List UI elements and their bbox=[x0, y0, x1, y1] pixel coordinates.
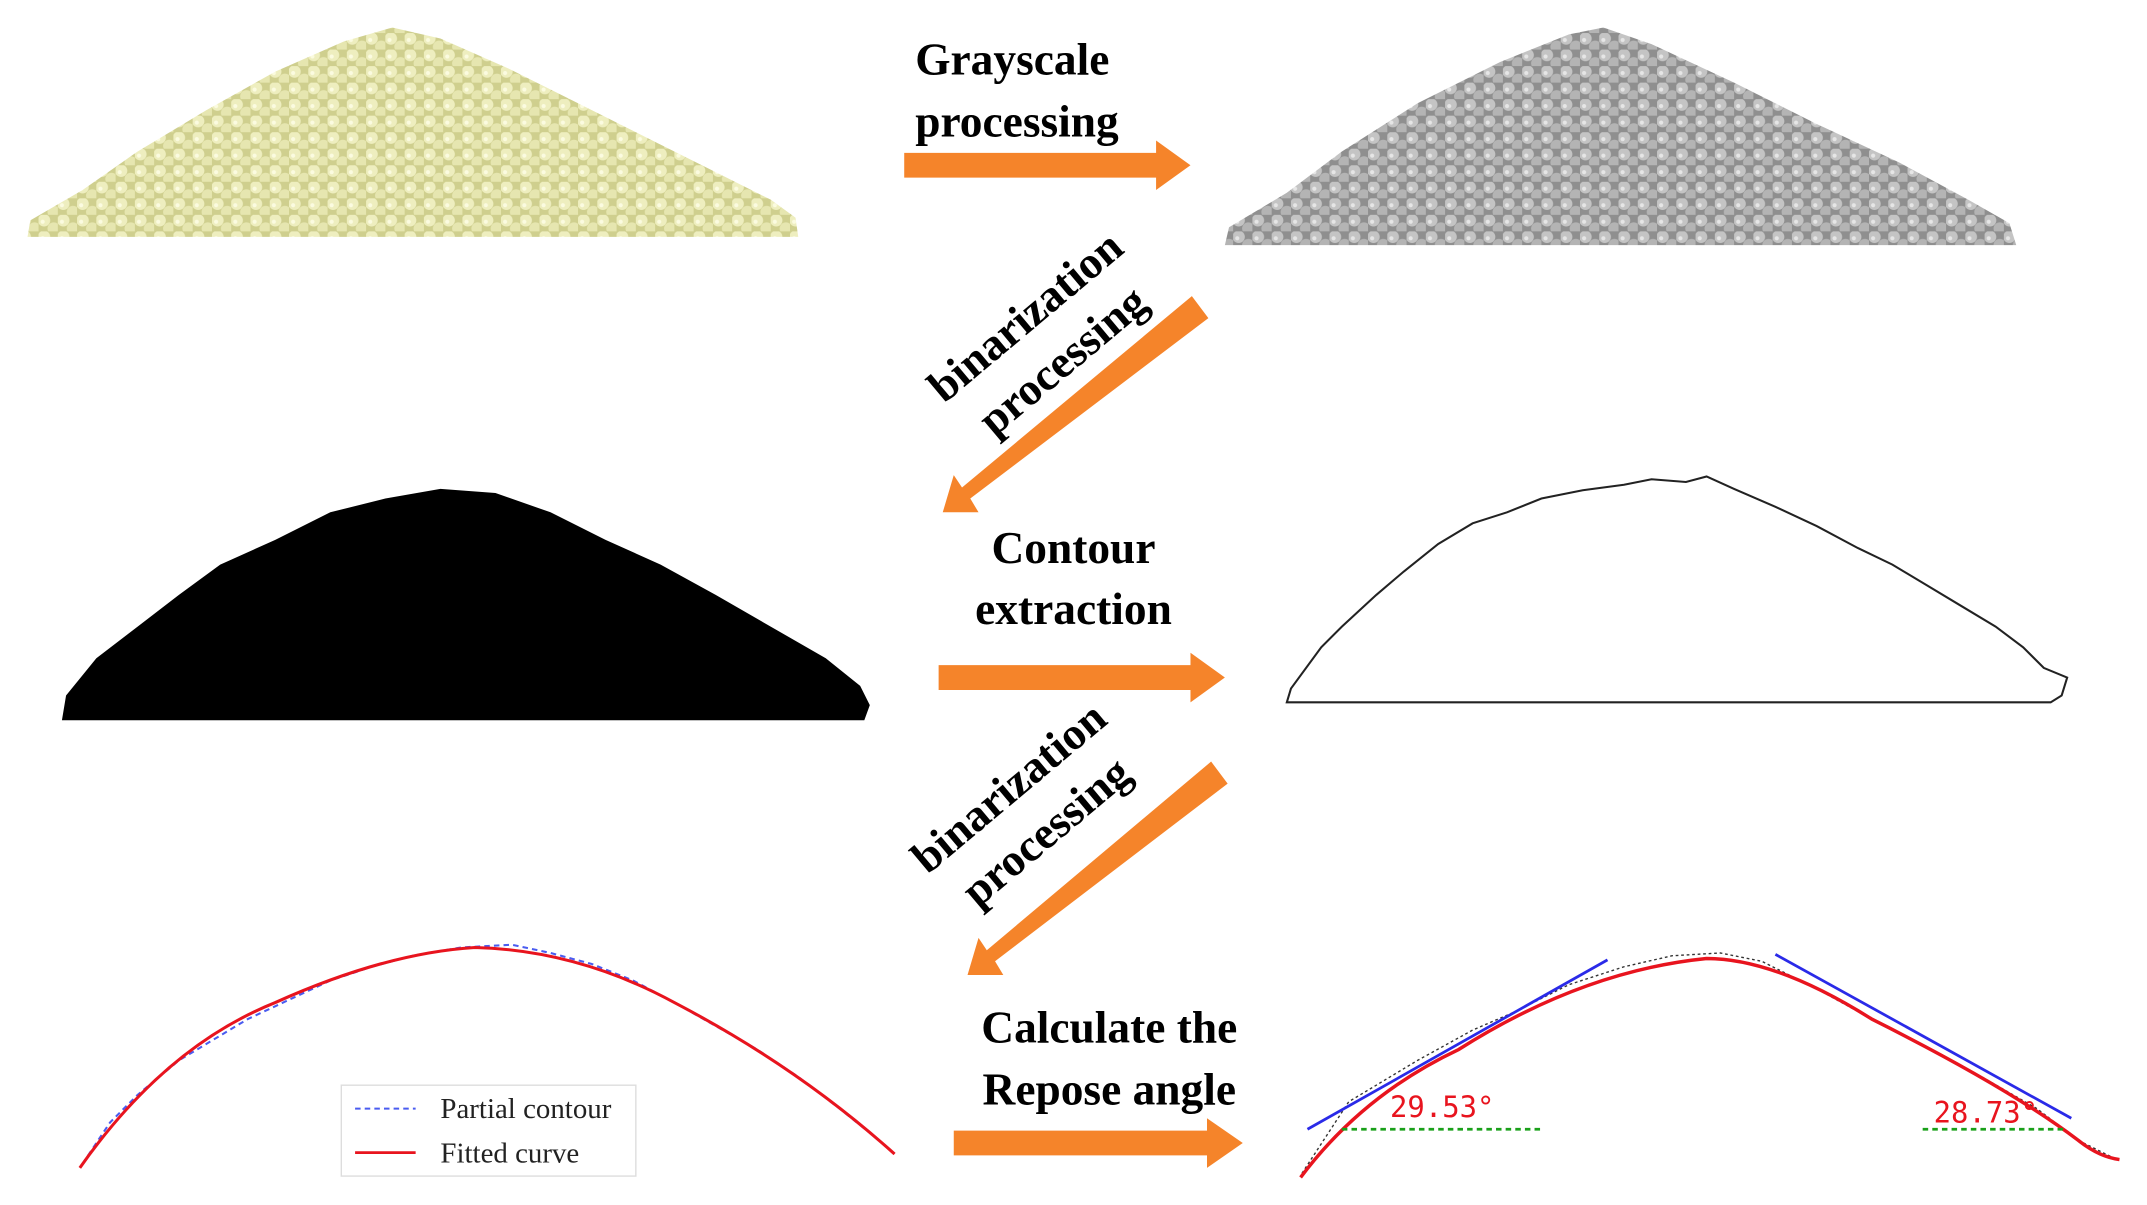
arrow bbox=[938, 652, 1225, 703]
angle-label: 29.53° bbox=[1390, 1090, 1494, 1124]
arrow bbox=[904, 140, 1191, 191]
legend-label: Fitted curve bbox=[440, 1137, 579, 1169]
contour-trace bbox=[1301, 952, 2118, 1174]
granular-pile-gray bbox=[1224, 27, 2017, 246]
arrow bbox=[953, 1118, 1243, 1168]
legend-label: Partial contour bbox=[440, 1093, 611, 1125]
arrows bbox=[904, 140, 1243, 1168]
step-label: Repose angle bbox=[983, 1064, 1237, 1114]
angle-label: 28.73° bbox=[1934, 1095, 2038, 1129]
binary-pile bbox=[61, 488, 870, 721]
arrow bbox=[942, 296, 1209, 513]
contour-outline bbox=[1285, 475, 2069, 704]
tangent-line bbox=[1774, 953, 2072, 1120]
fitted-curve bbox=[78, 945, 896, 1169]
step-label: Grayscale bbox=[915, 34, 1109, 84]
step-label: Contour bbox=[992, 523, 1156, 573]
rotated-label: binarization processing bbox=[902, 692, 1140, 916]
legend-box bbox=[340, 1084, 637, 1177]
arrow bbox=[967, 761, 1228, 976]
fitted-curve bbox=[1299, 956, 2120, 1179]
step-label: processing bbox=[915, 96, 1119, 146]
step-label: Calculate the bbox=[981, 1002, 1237, 1052]
tangent-line bbox=[1306, 958, 1609, 1131]
granular-pile-color bbox=[27, 27, 799, 237]
step-label: extraction bbox=[975, 584, 1172, 634]
